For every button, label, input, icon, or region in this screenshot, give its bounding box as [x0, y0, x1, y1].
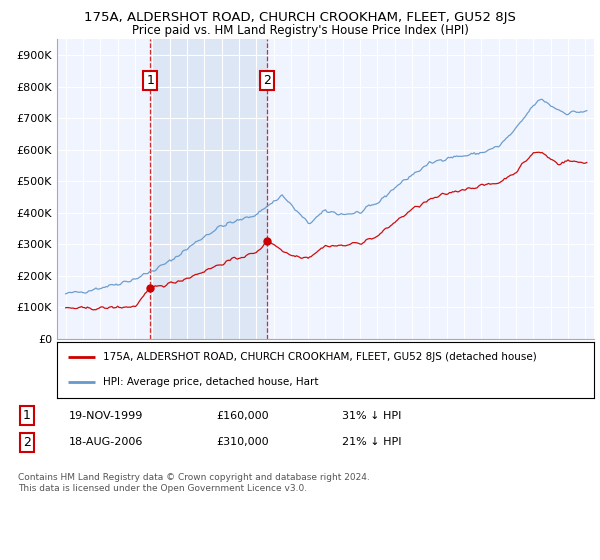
Text: 2: 2 — [23, 436, 31, 449]
Text: 1: 1 — [23, 409, 31, 422]
Text: 31% ↓ HPI: 31% ↓ HPI — [342, 410, 401, 421]
Text: 19-NOV-1999: 19-NOV-1999 — [69, 410, 143, 421]
Text: 18-AUG-2006: 18-AUG-2006 — [69, 437, 143, 447]
Text: 175A, ALDERSHOT ROAD, CHURCH CROOKHAM, FLEET, GU52 8JS (detached house): 175A, ALDERSHOT ROAD, CHURCH CROOKHAM, F… — [103, 352, 536, 362]
Text: Price paid vs. HM Land Registry's House Price Index (HPI): Price paid vs. HM Land Registry's House … — [131, 24, 469, 36]
Text: 2: 2 — [263, 74, 271, 87]
Text: 21% ↓ HPI: 21% ↓ HPI — [342, 437, 401, 447]
Text: £160,000: £160,000 — [216, 410, 269, 421]
Text: 175A, ALDERSHOT ROAD, CHURCH CROOKHAM, FLEET, GU52 8JS: 175A, ALDERSHOT ROAD, CHURCH CROOKHAM, F… — [84, 11, 516, 24]
Text: 1: 1 — [146, 74, 154, 87]
Text: £310,000: £310,000 — [216, 437, 269, 447]
Text: Contains HM Land Registry data © Crown copyright and database right 2024.
This d: Contains HM Land Registry data © Crown c… — [18, 473, 370, 493]
Text: HPI: Average price, detached house, Hart: HPI: Average price, detached house, Hart — [103, 377, 318, 388]
Bar — [150, 39, 267, 339]
